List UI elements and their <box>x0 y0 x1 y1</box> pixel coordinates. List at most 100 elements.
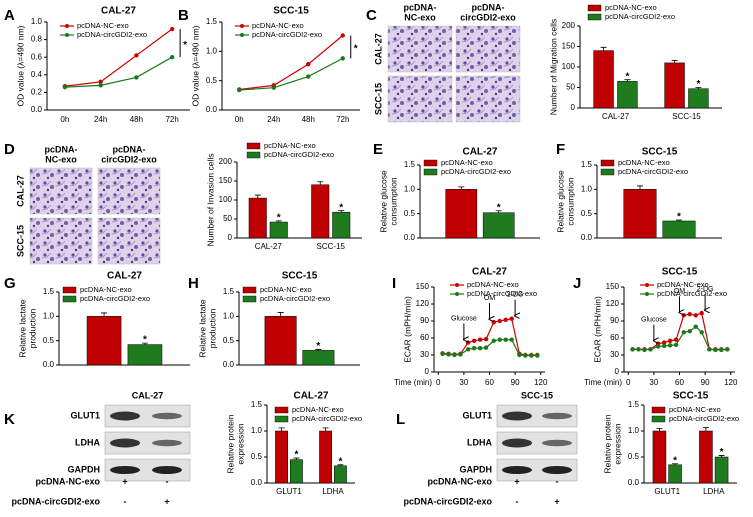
legend-label: pcDNA-circGDI2-exo <box>669 414 739 423</box>
data-point <box>491 319 496 325</box>
error-bar <box>278 427 285 431</box>
x-tick-label: 120 <box>724 378 738 387</box>
significance: * <box>497 202 501 213</box>
legend-swatch <box>423 168 438 176</box>
bar <box>275 430 289 484</box>
y-tick-label: 0.6 <box>31 52 43 61</box>
y-tick-label: 1.0 <box>628 426 640 435</box>
legend-label: pcDNA-NC-exo <box>467 280 519 289</box>
data-point <box>98 79 103 85</box>
micrograph <box>97 217 161 265</box>
legend-swatch <box>274 415 289 423</box>
series-line <box>239 35 344 91</box>
bar <box>617 81 638 109</box>
bar <box>623 189 657 239</box>
y-tick-label: 1.5 <box>206 17 218 26</box>
significance: * <box>625 71 629 82</box>
significance: * <box>339 202 343 213</box>
y-axis-label: Relative protein <box>225 414 235 473</box>
panel-letter: K <box>4 411 15 428</box>
image-row-label: CAL-27 <box>373 33 383 65</box>
y-axis-label: Relative lactate <box>17 299 27 357</box>
x-axis-label: Time (min) <box>394 378 432 387</box>
error-bar <box>338 210 345 213</box>
legend-swatch <box>587 4 602 12</box>
y-tick-label: 100 <box>562 62 576 71</box>
legend-swatch <box>62 295 77 303</box>
significance: * <box>354 44 358 55</box>
significance: * <box>696 79 700 90</box>
legend-label: pcDNA-circGDI2-exo <box>618 167 688 176</box>
bar <box>688 88 709 109</box>
blot <box>104 404 191 428</box>
y-tick-label: 150 <box>562 42 576 51</box>
error-bar <box>495 210 502 213</box>
significance: * <box>183 40 187 51</box>
data-point <box>446 352 451 357</box>
bar <box>593 50 614 109</box>
data-point <box>465 340 471 345</box>
error-bar <box>141 342 148 345</box>
panel-letter: F <box>556 141 565 158</box>
bar <box>289 459 303 484</box>
y-axis-label: expression <box>235 423 245 464</box>
bar <box>319 430 333 484</box>
error-bar <box>695 87 702 89</box>
data-point <box>681 330 686 335</box>
treatment-label: pcDNA-circGDI2-exo <box>403 496 492 506</box>
blot-band <box>152 439 182 447</box>
image-column-label: NC-exo <box>45 154 77 164</box>
legend-swatch <box>240 24 244 28</box>
treatment-sign: - <box>124 496 127 506</box>
data-point <box>687 312 692 317</box>
legend-swatch <box>242 295 257 303</box>
y-tick-label: 0 <box>425 367 430 376</box>
bar <box>699 430 713 484</box>
image-column-label: pcDNA- <box>113 144 146 154</box>
legend-swatch <box>600 168 615 176</box>
bar <box>127 344 163 366</box>
chart-title: CAL-27 <box>472 267 507 278</box>
y-tick-label: 0.0 <box>206 105 218 114</box>
data-point <box>483 345 489 350</box>
data-point <box>169 26 175 32</box>
chart-title: SCC-15 <box>662 267 698 278</box>
data-point <box>509 337 514 342</box>
data-point <box>529 353 534 358</box>
y-tick-label: 30 <box>420 350 429 359</box>
data-point <box>523 353 528 358</box>
significance: * <box>338 456 342 467</box>
legend-label: pcDNA-circGDI2-exo <box>260 294 330 303</box>
x-tick-label: GLUT1 <box>654 487 680 496</box>
data-point <box>471 346 477 351</box>
legend-swatch <box>246 142 261 150</box>
error-bar <box>600 46 607 51</box>
y-tick-label: 120 <box>606 299 620 308</box>
blot-band <box>502 466 532 474</box>
blot-title: SCC-15 <box>521 390 553 400</box>
bar <box>714 456 729 484</box>
y-tick-label: 0.5 <box>223 336 235 345</box>
panel-letter: C <box>366 7 377 24</box>
legend-label: pcDNA-circGDI2-exo <box>80 294 150 303</box>
blot-row-label: GAPDH <box>459 464 492 474</box>
blot-band <box>110 466 140 474</box>
data-point <box>642 347 647 353</box>
error-bar <box>277 312 284 317</box>
significance: * <box>673 455 677 466</box>
y-tick-label: 60 <box>420 333 429 342</box>
significance: * <box>294 450 298 461</box>
x-tick-label: CAL-27 <box>602 112 630 121</box>
y-tick-label: 1.5 <box>581 160 593 169</box>
chart-title: CAL-27 <box>101 6 136 17</box>
micrograph <box>97 167 161 215</box>
y-axis-label: consumption <box>565 177 575 225</box>
significance: * <box>316 341 320 352</box>
data-point <box>699 330 704 335</box>
y-axis-label: ECAR (mPH/min) <box>402 296 412 363</box>
y-axis-label: expression <box>612 423 622 464</box>
event-label: OM <box>484 295 495 302</box>
data-point <box>477 346 483 351</box>
data-point <box>636 347 641 352</box>
error-bar <box>275 220 282 223</box>
